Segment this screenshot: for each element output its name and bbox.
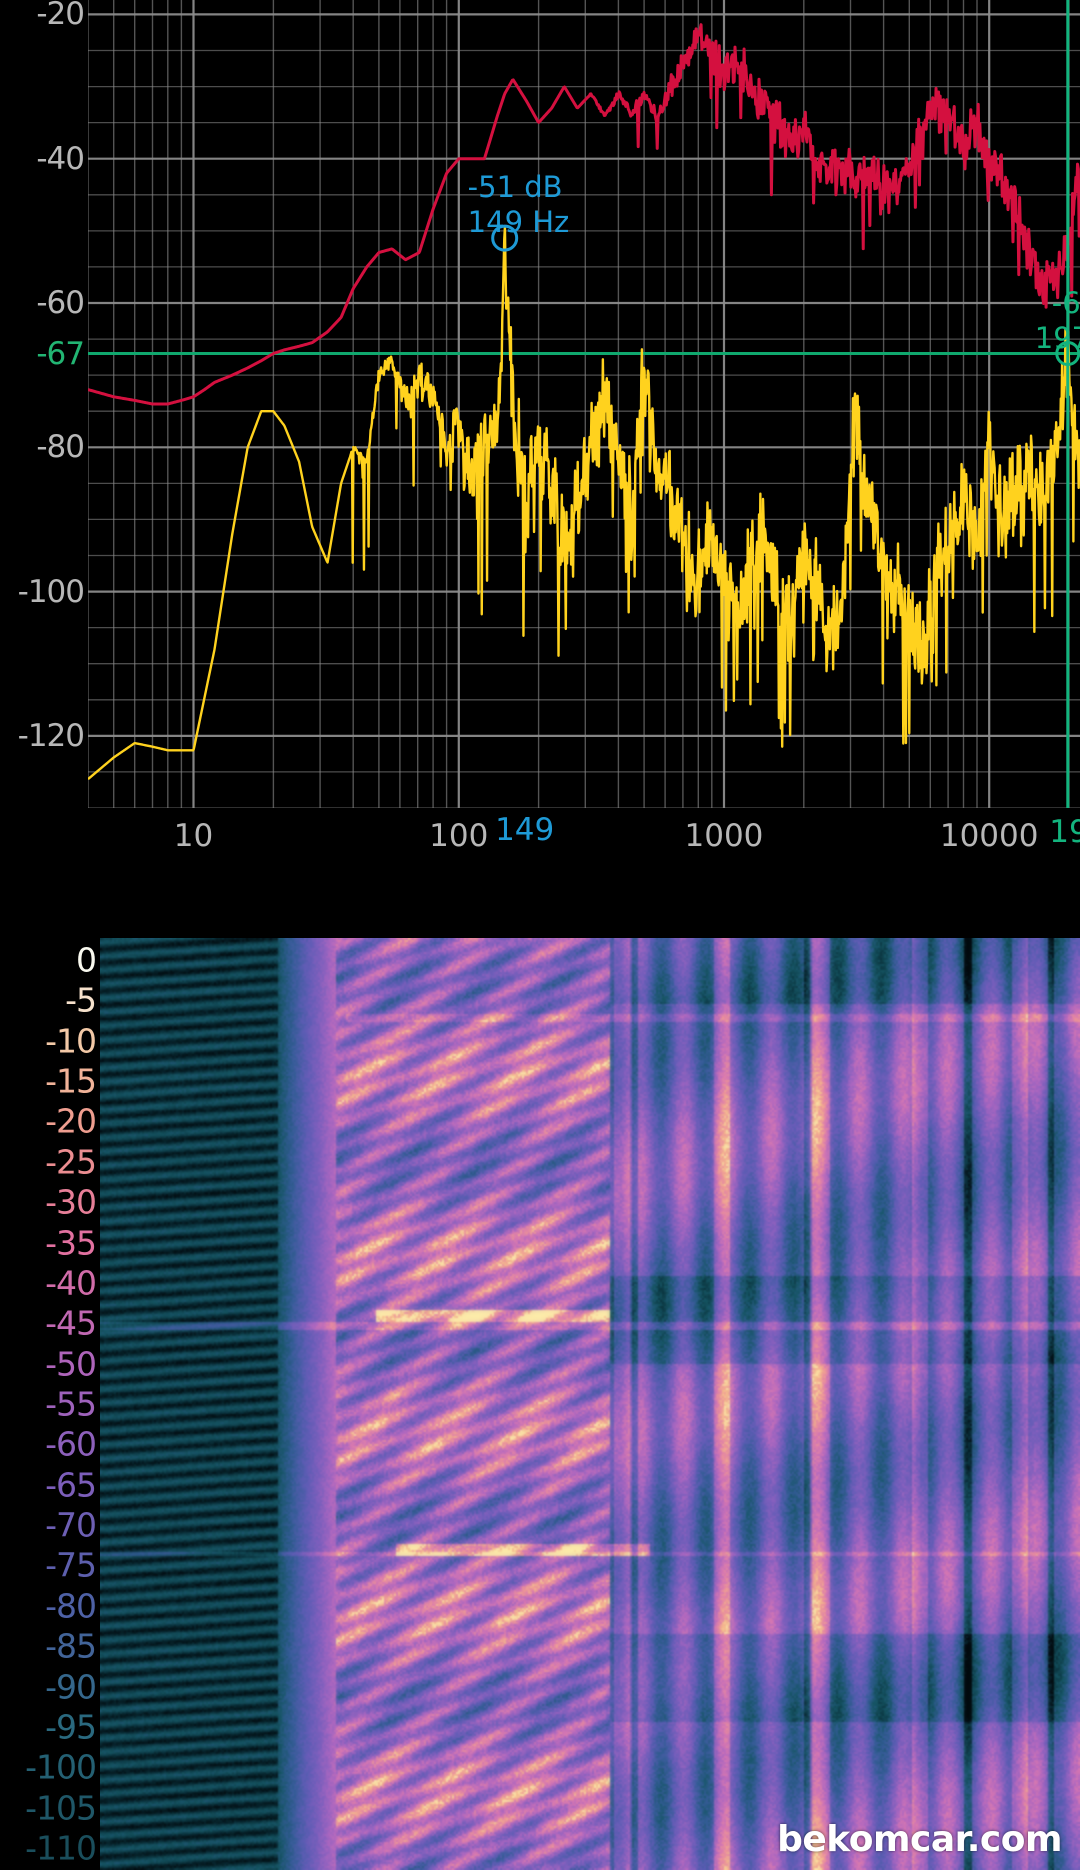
colorbar-tick: -10 — [45, 1021, 97, 1061]
spectrum-y-tick: -100 — [17, 573, 85, 610]
spectrum-x-tick: 100 — [429, 818, 489, 854]
marker-hz-label: 19787 — [1034, 320, 1080, 355]
colorbar-tick: -5 — [65, 980, 97, 1020]
cursor-x-tick: 149 — [495, 812, 555, 848]
colorbar-tick: -105 — [25, 1788, 97, 1828]
spectrogram-colorbar-axis: 0 -5 -10 -15 -20 -25 -30 -35 -40 -45 -50 -55 -60 -65-… — [0, 938, 100, 1870]
cursor-hz-label: 149 Hz — [467, 205, 570, 240]
spectrum-x-tick: 10000 — [939, 818, 1039, 854]
colorbar-tick: -100 — [25, 1747, 97, 1787]
colorbar-tick: -55 — [45, 1384, 97, 1424]
threshold-y-label: -67 — [36, 335, 85, 372]
spectrum-y-tick: -40 — [36, 140, 85, 177]
colorbar-tick: -75 — [45, 1545, 97, 1585]
colorbar-tick: -60 — [45, 1424, 97, 1464]
site-watermark: bekomcar.com — [777, 1819, 1062, 1860]
cursor-db-label: -51 dB — [467, 170, 563, 205]
colorbar-tick: -40 — [45, 1263, 97, 1303]
colorbar-tick: -30 — [45, 1182, 97, 1222]
colorbar-tick: -25 — [45, 1142, 97, 1182]
spectrum-x-tick: 1000 — [684, 818, 764, 854]
colorbar-tick: -90 — [45, 1667, 97, 1707]
colorbar-tick: -95 — [45, 1707, 97, 1747]
colorbar-tick: -45 — [45, 1303, 97, 1343]
spectrum-curves — [88, 0, 1080, 808]
colorbar-tick: -110 — [25, 1828, 97, 1868]
fft-spectrum-plot[interactable]: -20 -40 -60 -80 -100 -120 -67 10 100 1000 10000 14… — [0, 0, 1080, 938]
colorbar-tick: -50 — [45, 1344, 97, 1384]
colorbar-tick: -80 — [45, 1586, 97, 1626]
colorbar-tick: -65 — [45, 1465, 97, 1505]
spectrum-y-tick: -20 — [36, 0, 85, 33]
spectrum-plot-area[interactable] — [88, 0, 1080, 808]
marker-x-tick: 19.7 — [1049, 814, 1080, 850]
colorbar-tick: -85 — [45, 1626, 97, 1666]
marker-db-label: -67.0 — [1051, 285, 1080, 320]
colorbar-tick: 0 — [76, 940, 97, 980]
colorbar-tick: -15 — [45, 1061, 97, 1101]
spectrum-x-tick: 10 — [173, 818, 214, 854]
colorbar-tick: -20 — [45, 1101, 97, 1141]
spectrogram-canvas[interactable] — [100, 938, 1080, 1870]
spectrogram-waterfall[interactable] — [100, 938, 1080, 1870]
spectrogram-panel[interactable]: 0 -5 -10 -15 -20 -25 -30 -35 -40 -45 -50 -55 -60 -65-… — [0, 938, 1080, 1870]
spectrum-y-tick: -60 — [36, 285, 85, 321]
colorbar-tick: -35 — [45, 1223, 97, 1263]
colorbar-tick: -70 — [45, 1505, 97, 1545]
spectrum-y-tick: -120 — [17, 717, 85, 754]
spectrum-y-tick: -80 — [36, 429, 85, 466]
